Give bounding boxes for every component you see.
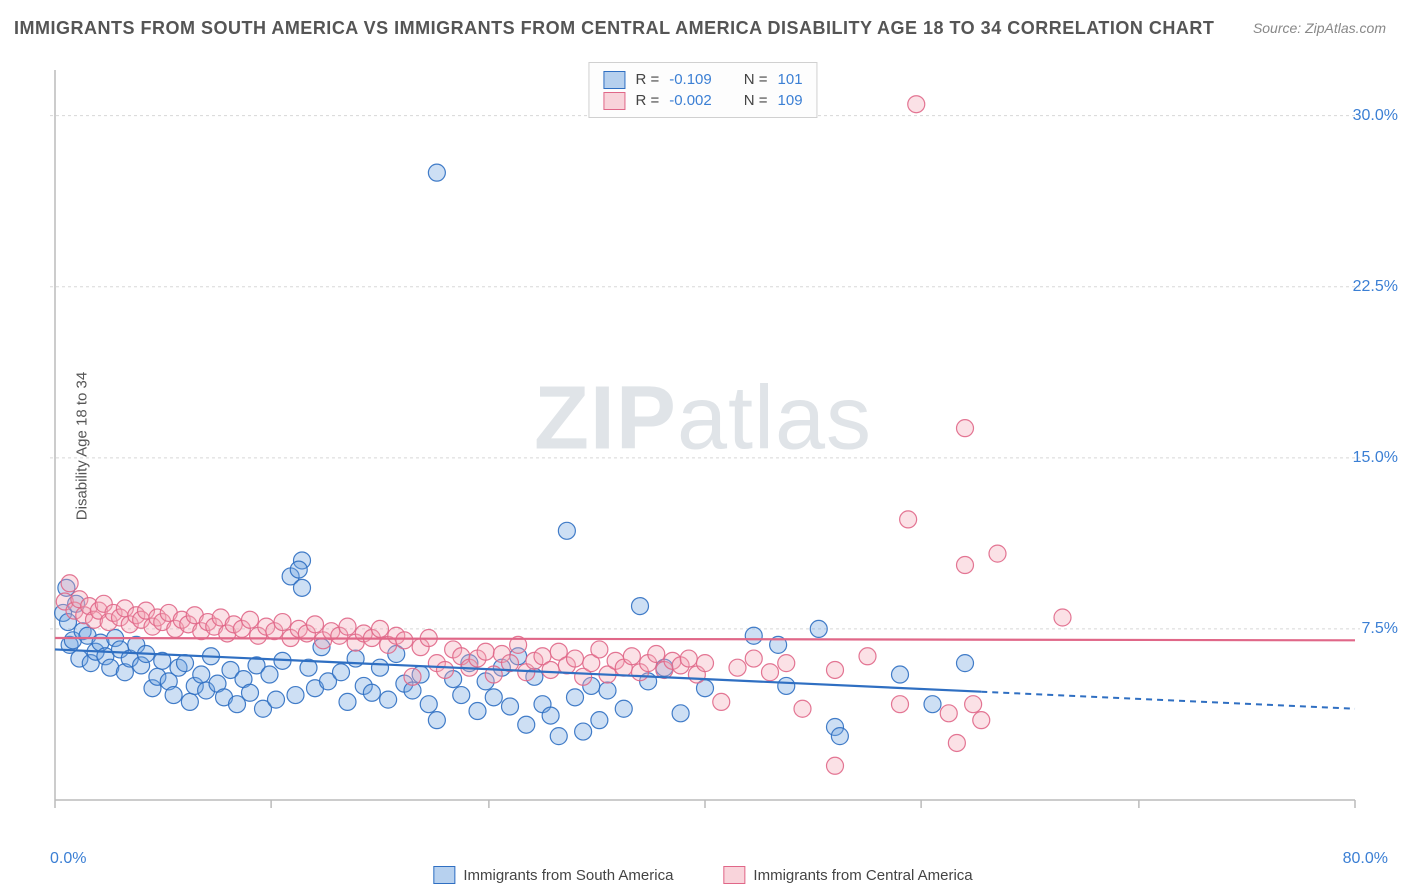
x-min-label: 0.0%	[50, 850, 86, 868]
legend-label-central: Immigrants from Central America	[753, 867, 972, 884]
legend-row-central: R = -0.002 N = 109	[603, 90, 802, 111]
legend-swatch-icon	[433, 866, 455, 884]
n-label: N =	[744, 90, 768, 111]
r-label: R =	[635, 69, 659, 90]
legend-swatch-central	[603, 92, 625, 110]
scatter-plot	[50, 60, 1360, 830]
n-label: N =	[744, 69, 768, 90]
r-label: R =	[635, 90, 659, 111]
legend-item-central: Immigrants from Central America	[723, 866, 972, 884]
n-value-central: 109	[778, 90, 803, 111]
x-max-label: 80.0%	[1343, 850, 1388, 868]
chart-title: IMMIGRANTS FROM SOUTH AMERICA VS IMMIGRA…	[14, 18, 1214, 39]
r-value-central: -0.002	[669, 90, 712, 111]
y-tick-label: 7.5%	[1362, 620, 1398, 638]
legend-label-south: Immigrants from South America	[463, 867, 673, 884]
correlation-legend: R = -0.109 N = 101 R = -0.002 N = 109	[588, 62, 817, 118]
r-value-south: -0.109	[669, 69, 712, 90]
y-tick-label: 22.5%	[1353, 278, 1398, 296]
legend-swatch-south	[603, 71, 625, 89]
legend-row-south: R = -0.109 N = 101	[603, 69, 802, 90]
y-tick-label: 15.0%	[1353, 449, 1398, 467]
legend-item-south: Immigrants from South America	[433, 866, 673, 884]
source-attribution: Source: ZipAtlas.com	[1253, 20, 1386, 36]
series-legend: Immigrants from South America Immigrants…	[433, 866, 972, 884]
legend-swatch-icon	[723, 866, 745, 884]
y-tick-label: 30.0%	[1353, 107, 1398, 125]
n-value-south: 101	[778, 69, 803, 90]
chart-area	[50, 60, 1360, 830]
